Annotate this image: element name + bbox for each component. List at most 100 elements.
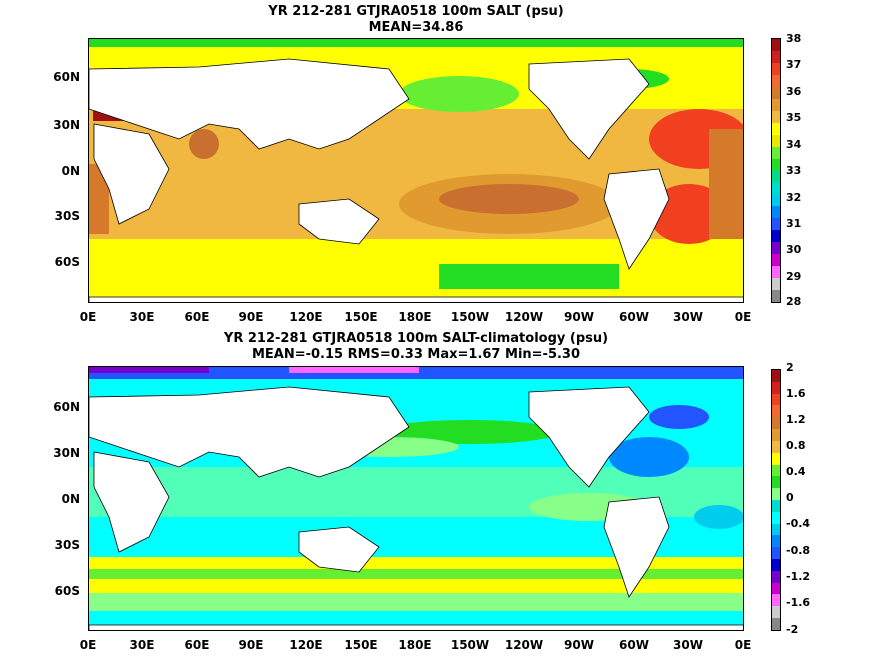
bottom-lat-0n: 0N bbox=[61, 492, 80, 506]
top-cbar-label: 35 bbox=[786, 111, 802, 124]
colorbar-segment bbox=[772, 523, 780, 536]
colorbar-segment bbox=[772, 218, 780, 231]
colorbar-segment bbox=[772, 381, 780, 394]
top-lon-label: 120W bbox=[504, 310, 544, 324]
bottom-anomaly-field bbox=[89, 367, 743, 630]
top-lon-label: 90W bbox=[564, 310, 594, 324]
top-lon-label: 60E bbox=[184, 310, 210, 324]
bottom-title-line1: YR 212-281 GTJRA0518 100m SALT-climatolo… bbox=[223, 331, 609, 346]
bottom-lon-label: 120W bbox=[504, 638, 544, 652]
colorbar-segment bbox=[772, 50, 780, 63]
bottom-cbar-label: -0.8 bbox=[786, 544, 811, 557]
colorbar-segment bbox=[772, 618, 780, 630]
top-lon-label: 30W bbox=[673, 310, 703, 324]
bottom-cbar-label: 2 bbox=[786, 361, 794, 374]
colorbar-segment bbox=[772, 535, 780, 548]
colorbar-segment bbox=[772, 266, 780, 279]
bottom-lat-60n: 60N bbox=[53, 400, 80, 414]
colorbar-segment bbox=[772, 511, 780, 524]
bottom-cbar-label: 0.4 bbox=[786, 465, 806, 478]
colorbar-segment bbox=[772, 170, 780, 183]
top-lon-label: 90E bbox=[238, 310, 264, 324]
colorbar-segment bbox=[772, 547, 780, 559]
colorbar-segment bbox=[772, 370, 780, 382]
bottom-map bbox=[88, 366, 744, 631]
top-cbar-label: 29 bbox=[786, 270, 802, 283]
colorbar-segment bbox=[772, 98, 780, 111]
bottom-cbar-label: -2 bbox=[786, 623, 799, 636]
colorbar-segment bbox=[772, 582, 780, 595]
bottom-lon-label: 30W bbox=[673, 638, 703, 652]
bottom-title-line2: MEAN=-0.15 RMS=0.33 Max=1.67 Min=-5.30 bbox=[251, 347, 581, 362]
bottom-cbar-label: 0.8 bbox=[786, 439, 806, 452]
top-lon-label: 150W bbox=[450, 310, 490, 324]
top-map bbox=[88, 38, 744, 303]
bottom-lon-label: 0E bbox=[79, 638, 97, 652]
bottom-lon-label: 150E bbox=[344, 638, 378, 652]
bottom-cbar-label: -1.6 bbox=[786, 596, 811, 609]
bottom-lon-label: 180E bbox=[398, 638, 432, 652]
bottom-cbar-label: -1.2 bbox=[786, 570, 811, 583]
top-lon-label: 150E bbox=[344, 310, 378, 324]
colorbar-segment bbox=[772, 39, 780, 51]
top-title-line2: MEAN=34.86 bbox=[368, 20, 464, 35]
colorbar-segment bbox=[772, 242, 780, 255]
bottom-colorbar bbox=[771, 369, 781, 631]
colorbar-segment bbox=[772, 74, 780, 87]
colorbar-segment bbox=[772, 182, 780, 195]
top-lat-0n: 0N bbox=[61, 164, 80, 178]
top-title-line1: YR 212-281 GTJRA0518 100m SALT (psu) bbox=[268, 4, 564, 19]
top-lon-label: 60W bbox=[619, 310, 649, 324]
colorbar-segment bbox=[772, 158, 780, 171]
colorbar-segment bbox=[772, 417, 780, 430]
bottom-lat-30s: 30S bbox=[54, 538, 80, 552]
bottom-lon-label: 120E bbox=[289, 638, 323, 652]
bottom-lon-label: 30E bbox=[129, 638, 155, 652]
colorbar-segment bbox=[772, 230, 780, 243]
colorbar-segment bbox=[772, 440, 780, 453]
top-cbar-label: 28 bbox=[786, 295, 802, 308]
bottom-lon-label: 60W bbox=[619, 638, 649, 652]
colorbar-segment bbox=[772, 570, 780, 583]
bottom-lat-30n: 30N bbox=[53, 446, 80, 460]
top-cbar-label: 36 bbox=[786, 85, 802, 98]
top-lat-30s: 30S bbox=[54, 209, 80, 223]
colorbar-segment bbox=[772, 429, 780, 441]
bottom-lat-60s: 60S bbox=[54, 584, 80, 598]
bottom-cbar-label: 1.2 bbox=[786, 413, 806, 426]
top-lon-label: 120E bbox=[289, 310, 323, 324]
top-cbar-label: 32 bbox=[786, 191, 802, 204]
top-lat-30n: 30N bbox=[53, 118, 80, 132]
colorbar-segment bbox=[772, 476, 780, 489]
bottom-lon-label: 150W bbox=[450, 638, 490, 652]
colorbar-segment bbox=[772, 278, 780, 291]
colorbar-segment bbox=[772, 86, 780, 99]
colorbar-segment bbox=[772, 146, 780, 159]
bottom-lon-label: 0E bbox=[734, 638, 752, 652]
colorbar-segment bbox=[772, 606, 780, 619]
top-salinity-field bbox=[89, 39, 743, 302]
colorbar-segment bbox=[772, 110, 780, 123]
top-lat-60s: 60S bbox=[54, 255, 80, 269]
top-colorbar bbox=[771, 38, 781, 303]
top-cbar-label: 30 bbox=[786, 243, 802, 256]
top-cbar-label: 31 bbox=[786, 217, 802, 230]
colorbar-segment bbox=[772, 594, 780, 607]
colorbar-segment bbox=[772, 206, 780, 219]
bottom-cbar-label: -0.4 bbox=[786, 517, 811, 530]
top-lon-label: 180E bbox=[398, 310, 432, 324]
top-cbar-label: 34 bbox=[786, 138, 802, 151]
colorbar-segment bbox=[772, 499, 780, 512]
colorbar-segment bbox=[772, 488, 780, 500]
colorbar-segment bbox=[772, 194, 780, 207]
bottom-cbar-label: 0 bbox=[786, 491, 794, 504]
top-cbar-label: 33 bbox=[786, 164, 802, 177]
colorbar-segment bbox=[772, 254, 780, 267]
colorbar-segment bbox=[772, 559, 780, 571]
colorbar-segment bbox=[772, 134, 780, 147]
top-lon-label: 0E bbox=[79, 310, 97, 324]
colorbar-segment bbox=[772, 464, 780, 477]
colorbar-segment bbox=[772, 393, 780, 406]
colorbar-segment bbox=[772, 405, 780, 418]
top-lon-label: 30E bbox=[129, 310, 155, 324]
